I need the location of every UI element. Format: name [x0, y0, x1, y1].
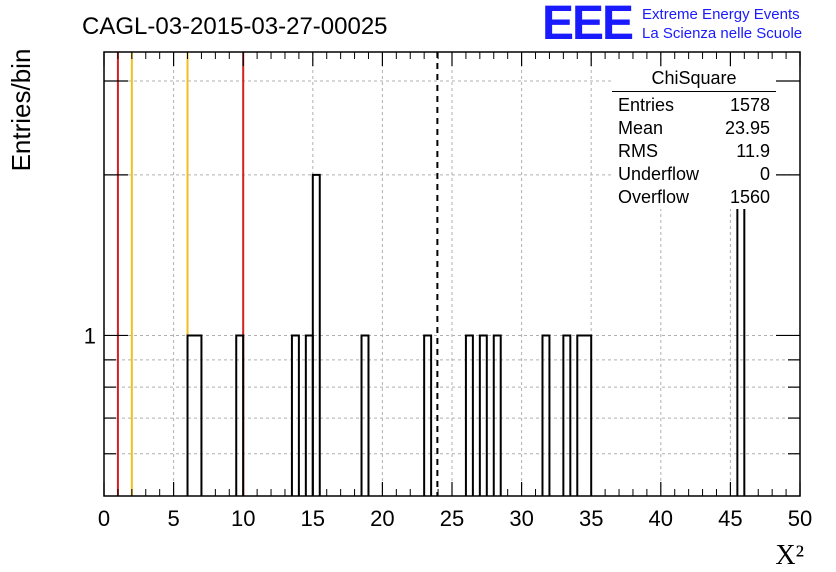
- histogram-bar: [235, 334, 245, 496]
- histogram-bar: [360, 334, 370, 496]
- histogram-bar: [423, 334, 433, 496]
- stats-label: Mean: [618, 118, 664, 138]
- logo-text: Extreme Energy Events La Scienza nelle S…: [642, 5, 802, 43]
- y-tick-label: 1: [84, 323, 96, 348]
- x-tick-label: 10: [231, 506, 255, 531]
- stats-box: ChiSquare Entries 1578 Mean 23.95 RMS 11…: [612, 68, 776, 209]
- grid-layer: [104, 52, 800, 496]
- histogram-bar: [464, 334, 474, 496]
- histogram-bar: [478, 334, 488, 496]
- stats-title: ChiSquare: [612, 68, 776, 92]
- stats-label: Entries: [618, 95, 675, 115]
- histogram-bar: [562, 334, 572, 496]
- stats-value: 0: [759, 164, 770, 184]
- stats-value: 1578: [729, 95, 770, 115]
- stats-value: 23.95: [724, 118, 770, 138]
- eee-logo: EEE Extreme Energy Events La Scienza nel…: [542, 0, 802, 50]
- histogram-bars: [186, 173, 746, 496]
- x-tick-label: 20: [370, 506, 394, 531]
- y-axis-label: Entries/bin: [6, 49, 36, 172]
- x-tick-label: 15: [301, 506, 325, 531]
- x-tick-label: 40: [649, 506, 673, 531]
- histogram-bar: [541, 334, 551, 496]
- logo-line-1: Extreme Energy Events: [642, 6, 800, 23]
- histogram-bar: [311, 173, 321, 496]
- histogram-bar: [186, 334, 203, 496]
- x-tick-label: 45: [718, 506, 742, 531]
- stats-label: Underflow: [618, 164, 700, 184]
- stats-value: 1560: [729, 187, 770, 207]
- stats-row-entries: Entries 1578: [612, 94, 776, 117]
- x-tick-label: 0: [98, 506, 110, 531]
- x-axis-label: X²: [775, 540, 804, 571]
- stats-row-overflow: Overflow 1560: [612, 186, 776, 209]
- stats-row-underflow: Underflow 0: [612, 163, 776, 186]
- stats-value: 11.9: [736, 141, 770, 161]
- chart-title: CAGL-03-2015-03-27-00025: [82, 13, 388, 40]
- stats-row-mean: Mean 23.95: [612, 117, 776, 140]
- x-tick-label: 5: [167, 506, 179, 531]
- stats-label: Overflow: [618, 187, 690, 207]
- stats-row-rms: RMS 11.9: [612, 140, 776, 163]
- x-tick-label: 50: [788, 506, 812, 531]
- reference-lines: [116, 52, 439, 496]
- x-tick-label: 30: [509, 506, 533, 531]
- x-tick-label: 35: [579, 506, 603, 531]
- logo-line-2: La Scienza nelle Scuole: [642, 25, 803, 42]
- histogram-bar: [492, 334, 502, 496]
- axis-ticks: 10 5 10 15 20 25 30 35 40 45 50: [84, 52, 812, 531]
- histogram-bar: [290, 334, 300, 496]
- logo-mark: EEE: [542, 0, 634, 50]
- x-tick-label: 25: [440, 506, 464, 531]
- stats-label: RMS: [618, 141, 658, 161]
- histogram-bar: [576, 334, 593, 496]
